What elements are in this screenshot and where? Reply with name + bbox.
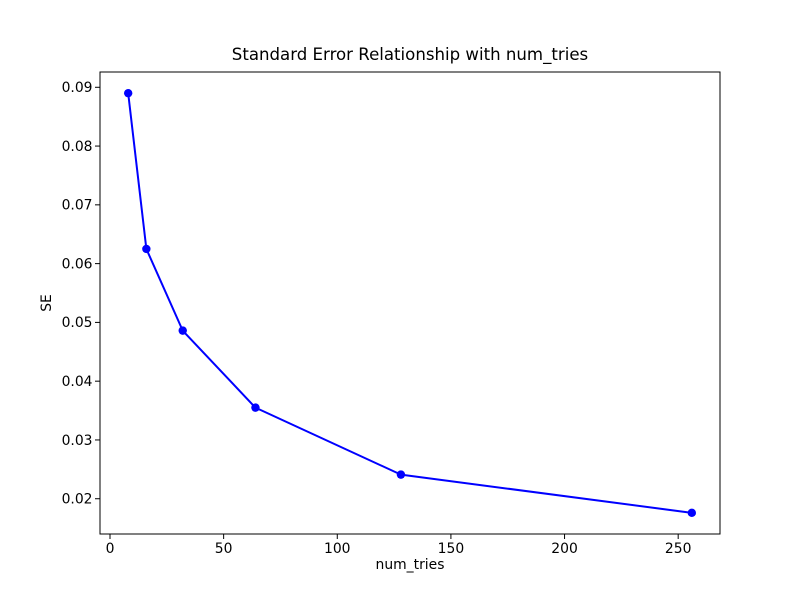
x-axis-label: num_tries — [375, 557, 445, 573]
data-point — [142, 244, 151, 254]
data-point — [123, 88, 133, 98]
x-tick-label: 250 — [665, 541, 692, 557]
data-point — [396, 470, 406, 479]
plot-background — [100, 72, 720, 534]
axes-frame — [99, 71, 721, 535]
x-tick-label: 100 — [324, 541, 351, 557]
y-tick-label: 0.02 — [62, 492, 93, 508]
y-tick-label: 0.07 — [62, 198, 93, 214]
x-tick-label: 50 — [215, 541, 233, 557]
data-point — [178, 326, 187, 335]
x-tick-label: 0 — [106, 541, 115, 557]
data-point — [687, 508, 697, 518]
y-tick-label: 0.06 — [62, 256, 93, 272]
se-line — [127, 92, 693, 514]
x-tick-label: 150 — [438, 541, 465, 557]
y-tick-label: 0.04 — [62, 374, 93, 390]
y-tick-label: 0.03 — [62, 433, 93, 449]
y-tick-label: 0.05 — [62, 315, 93, 331]
chart-title: Standard Error Relationship with num_tri… — [231, 45, 589, 64]
x-tick-label: 200 — [551, 541, 578, 557]
y-tick-label: 0.08 — [62, 139, 93, 155]
y-axis-label: SE — [39, 294, 55, 312]
y-tick-label: 0.09 — [62, 80, 93, 96]
data-point — [251, 403, 260, 412]
